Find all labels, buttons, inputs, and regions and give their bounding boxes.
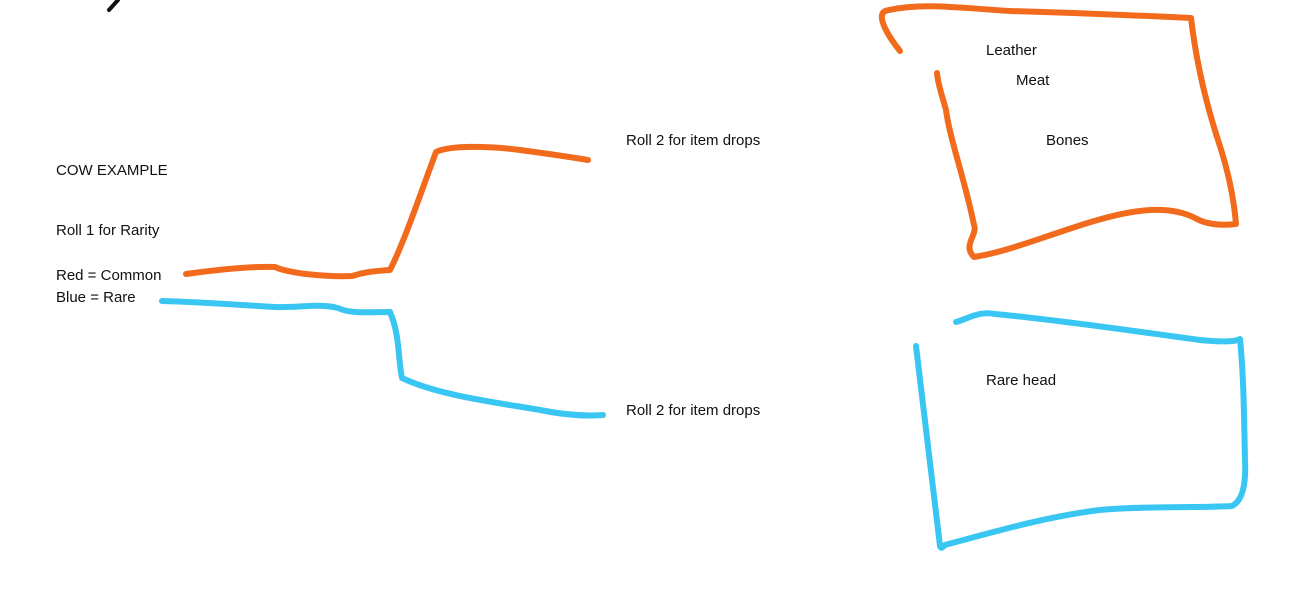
roll-1-label: Roll 1 for Rarity (56, 222, 160, 239)
ink-mark (107, 0, 120, 12)
drop-item-meat: Meat (1016, 72, 1050, 89)
common-roll-2-label: Roll 2 for item drops (626, 132, 761, 149)
legend-rare: Blue = Rare (56, 289, 136, 306)
common-drops-box (878, 3, 1239, 260)
diagram-title: COW EXAMPLE (56, 162, 168, 179)
rare-drops-box (913, 310, 1249, 551)
drop-item-rare-head: Rare head (986, 372, 1057, 389)
legend-common: Red = Common (56, 267, 162, 284)
drop-item-bones: Bones (1046, 132, 1089, 149)
rare-branch-line (159, 298, 606, 419)
drop-item-leather: Leather (986, 42, 1037, 59)
rare-roll-2-label: Roll 2 for item drops (626, 402, 761, 419)
common-branch-line (183, 143, 591, 280)
